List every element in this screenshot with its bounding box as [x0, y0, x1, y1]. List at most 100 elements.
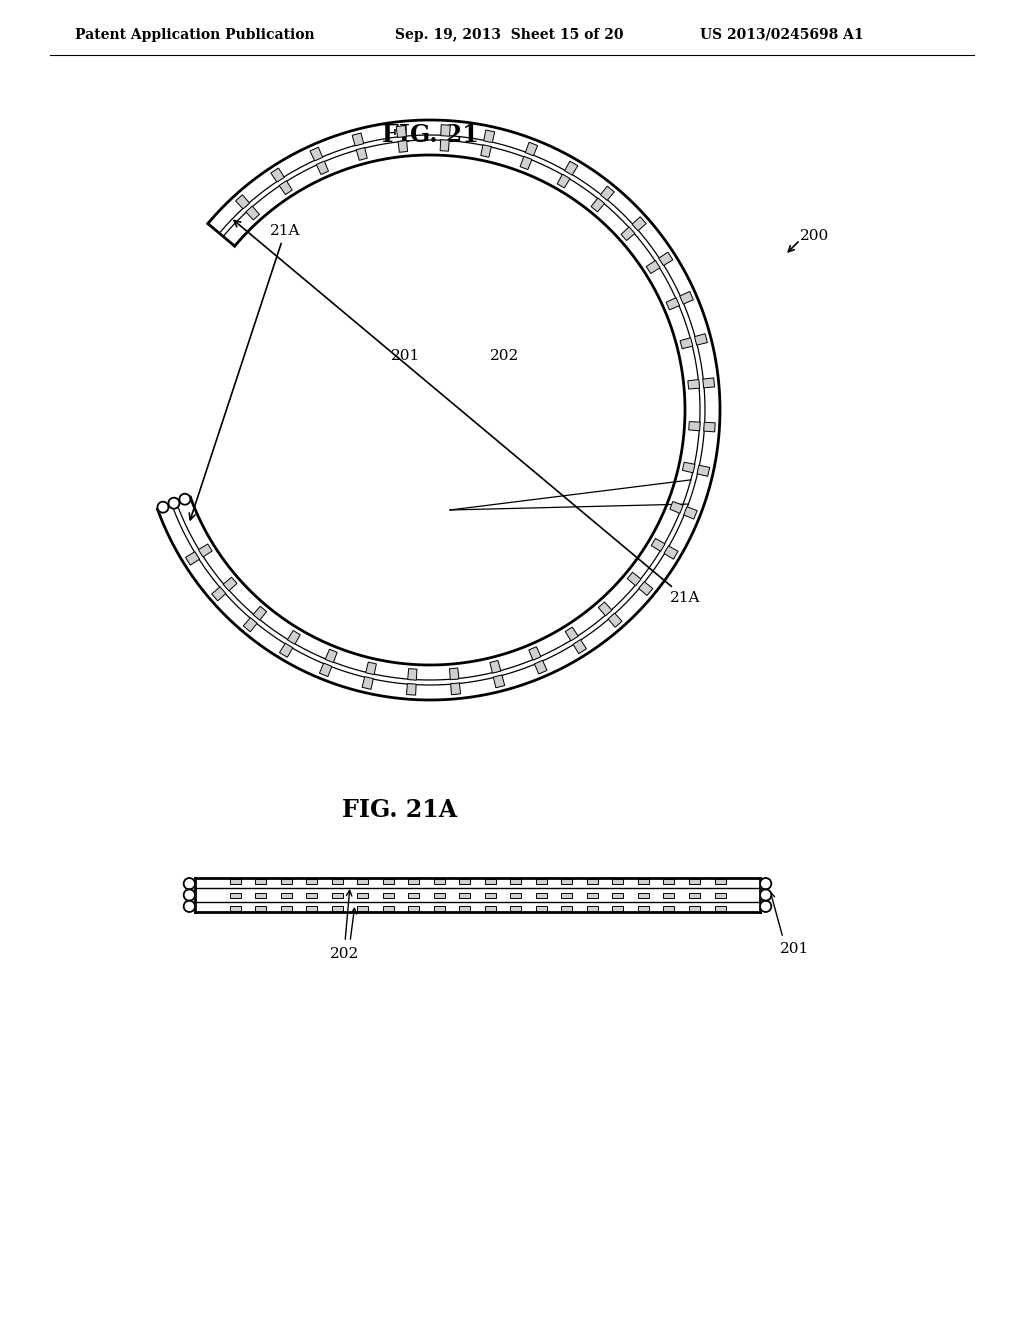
Bar — [306, 879, 317, 884]
Text: Patent Application Publication: Patent Application Publication — [75, 28, 314, 42]
Bar — [638, 906, 649, 911]
Polygon shape — [352, 133, 364, 147]
Polygon shape — [244, 618, 257, 632]
Text: 202: 202 — [490, 348, 519, 363]
Bar — [664, 892, 675, 898]
Bar — [612, 879, 624, 884]
Polygon shape — [356, 148, 368, 160]
Polygon shape — [398, 140, 408, 152]
Polygon shape — [608, 612, 622, 627]
Bar — [510, 892, 521, 898]
Bar — [255, 892, 266, 898]
Polygon shape — [212, 587, 226, 601]
Circle shape — [183, 900, 195, 912]
Polygon shape — [489, 660, 501, 673]
Polygon shape — [280, 643, 293, 657]
Polygon shape — [703, 422, 715, 432]
Circle shape — [760, 878, 771, 890]
Circle shape — [158, 502, 169, 512]
Bar — [434, 906, 444, 911]
Polygon shape — [600, 186, 614, 201]
Circle shape — [168, 498, 179, 508]
Polygon shape — [362, 677, 374, 689]
Bar — [459, 892, 470, 898]
Polygon shape — [326, 649, 337, 663]
Polygon shape — [565, 627, 579, 642]
Polygon shape — [185, 552, 200, 565]
Polygon shape — [520, 156, 531, 170]
Polygon shape — [564, 161, 578, 176]
Bar — [612, 906, 624, 911]
Text: 21A: 21A — [234, 220, 700, 605]
Polygon shape — [280, 181, 292, 194]
Bar — [536, 892, 547, 898]
Bar — [383, 892, 393, 898]
Polygon shape — [680, 292, 693, 304]
Bar — [510, 879, 521, 884]
Bar — [409, 906, 419, 911]
Circle shape — [760, 890, 771, 900]
Polygon shape — [408, 669, 417, 680]
Bar — [255, 906, 266, 911]
Bar — [281, 892, 292, 898]
Bar — [638, 892, 649, 898]
Bar — [306, 906, 317, 911]
Text: FIG. 21A: FIG. 21A — [342, 799, 458, 822]
Bar — [587, 879, 598, 884]
Bar — [459, 906, 470, 911]
Bar — [409, 892, 419, 898]
Circle shape — [760, 900, 771, 912]
Polygon shape — [680, 338, 693, 348]
Polygon shape — [621, 227, 635, 240]
Polygon shape — [270, 168, 285, 182]
Polygon shape — [407, 684, 416, 696]
Bar — [409, 879, 419, 884]
Polygon shape — [246, 206, 259, 220]
Bar — [612, 892, 624, 898]
Bar — [332, 879, 343, 884]
Polygon shape — [658, 252, 673, 265]
Bar — [536, 879, 547, 884]
Bar — [357, 892, 369, 898]
Polygon shape — [684, 507, 697, 519]
Bar — [255, 879, 266, 884]
Polygon shape — [682, 462, 695, 473]
Polygon shape — [670, 502, 683, 513]
Bar — [357, 906, 369, 911]
Text: 201: 201 — [780, 942, 809, 956]
Text: FIG. 21: FIG. 21 — [382, 123, 478, 147]
Text: 202: 202 — [331, 946, 359, 961]
Bar — [664, 906, 675, 911]
Text: Sep. 19, 2013  Sheet 15 of 20: Sep. 19, 2013 Sheet 15 of 20 — [395, 28, 624, 42]
Bar — [715, 892, 725, 898]
Bar — [484, 879, 496, 884]
Polygon shape — [639, 582, 653, 595]
Bar — [281, 906, 292, 911]
Polygon shape — [591, 198, 604, 211]
Bar — [434, 892, 444, 898]
Polygon shape — [440, 124, 451, 136]
Bar — [664, 879, 675, 884]
Bar — [357, 879, 369, 884]
Polygon shape — [557, 174, 570, 187]
Bar — [332, 906, 343, 911]
Text: 201: 201 — [391, 348, 420, 363]
Polygon shape — [483, 129, 495, 143]
Bar — [587, 906, 598, 911]
Polygon shape — [288, 631, 300, 644]
Bar — [332, 892, 343, 898]
Bar — [383, 879, 393, 884]
Polygon shape — [253, 606, 266, 620]
Bar — [281, 879, 292, 884]
Polygon shape — [494, 675, 505, 688]
Text: 200: 200 — [800, 228, 829, 243]
Polygon shape — [396, 125, 407, 137]
Polygon shape — [664, 546, 678, 560]
Bar — [561, 879, 572, 884]
Polygon shape — [223, 577, 237, 591]
Bar — [484, 892, 496, 898]
Polygon shape — [440, 140, 450, 152]
Bar — [459, 879, 470, 884]
Bar — [536, 906, 547, 911]
Bar — [689, 879, 700, 884]
